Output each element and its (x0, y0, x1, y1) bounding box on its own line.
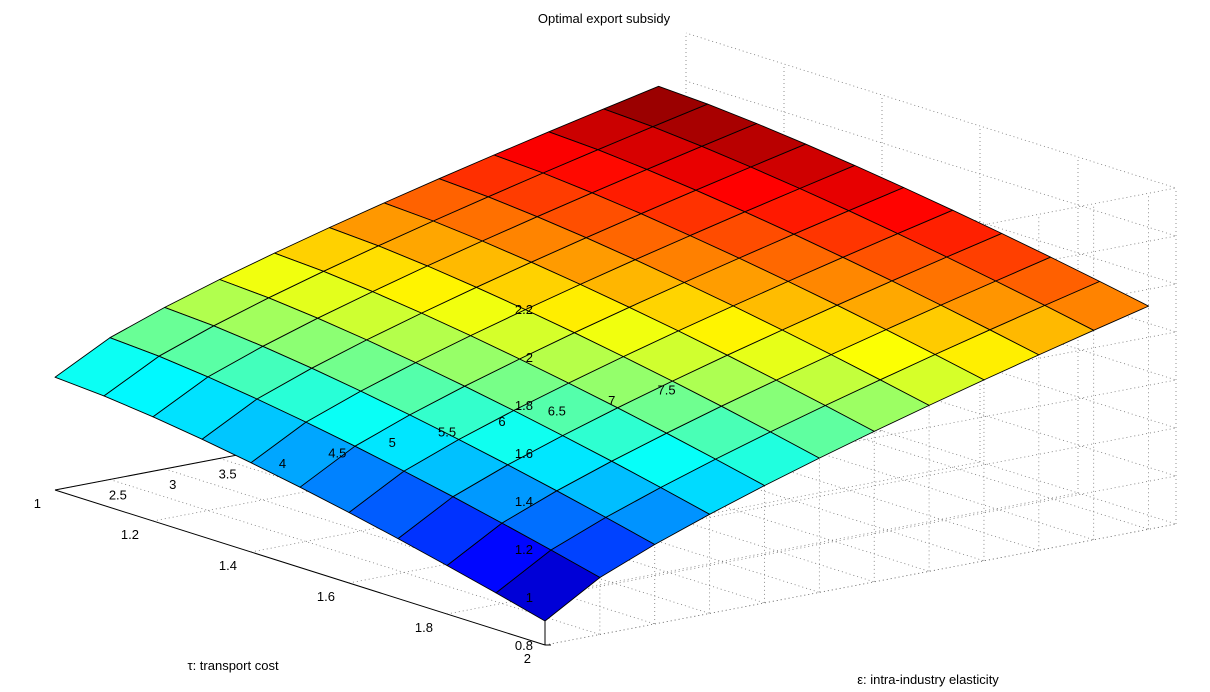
z-tick-label: 1.2 (515, 542, 533, 557)
grid-line (109, 479, 600, 635)
z-tick-label: 2.2 (515, 302, 533, 317)
x-tick-label: 4 (279, 456, 286, 471)
x-axis-label: ε: intra-industry elasticity (857, 672, 999, 687)
z-tick-label: 2 (526, 350, 533, 365)
x-tick-label: 2.5 (109, 487, 127, 502)
y-tick-label: 1.4 (219, 558, 237, 573)
y-tick-label: 1.2 (121, 527, 139, 542)
x-tick-label: 6.5 (548, 403, 566, 418)
x-tick-label: 5 (389, 435, 396, 450)
z-tick-label: 1.8 (515, 398, 533, 413)
y-tick-label: 1.6 (317, 589, 335, 604)
x-tick-label: 5.5 (438, 424, 456, 439)
y-tick-label: 2 (524, 651, 531, 666)
x-tick-label: 6 (498, 414, 505, 429)
y-axis-line (54, 489, 546, 646)
tick-labels: 0.8 1 1.2 1.4 1.6 1.8 2 2.2 1 1.2 1.4 1.6 1.8 2 2.5 3 3.… (34, 302, 676, 666)
grid-line (603, 384, 1094, 541)
chart-title: Optimal export subsidy (538, 11, 671, 26)
y-tick-label: 1 (34, 496, 41, 511)
z-tick-label: 1.6 (515, 446, 533, 461)
y-tick-label: 1.8 (415, 620, 433, 635)
surface-patch (54, 337, 160, 397)
z-tick-label: 1.4 (515, 494, 533, 509)
x-tick-label: 7 (608, 393, 615, 408)
surface (54, 85, 1150, 622)
y-axis-label: τ: transport cost (187, 658, 279, 673)
z-tick-label: 1 (526, 590, 533, 605)
grid-line (658, 373, 1149, 530)
x-tick-label: 4.5 (328, 445, 346, 460)
x-tick-label: 3 (169, 477, 176, 492)
x-tick-label: 3.5 (219, 466, 237, 481)
x-tick-label: 7.5 (658, 382, 676, 397)
z-tick-label: 0.8 (515, 638, 533, 653)
grid-line (548, 394, 1039, 551)
